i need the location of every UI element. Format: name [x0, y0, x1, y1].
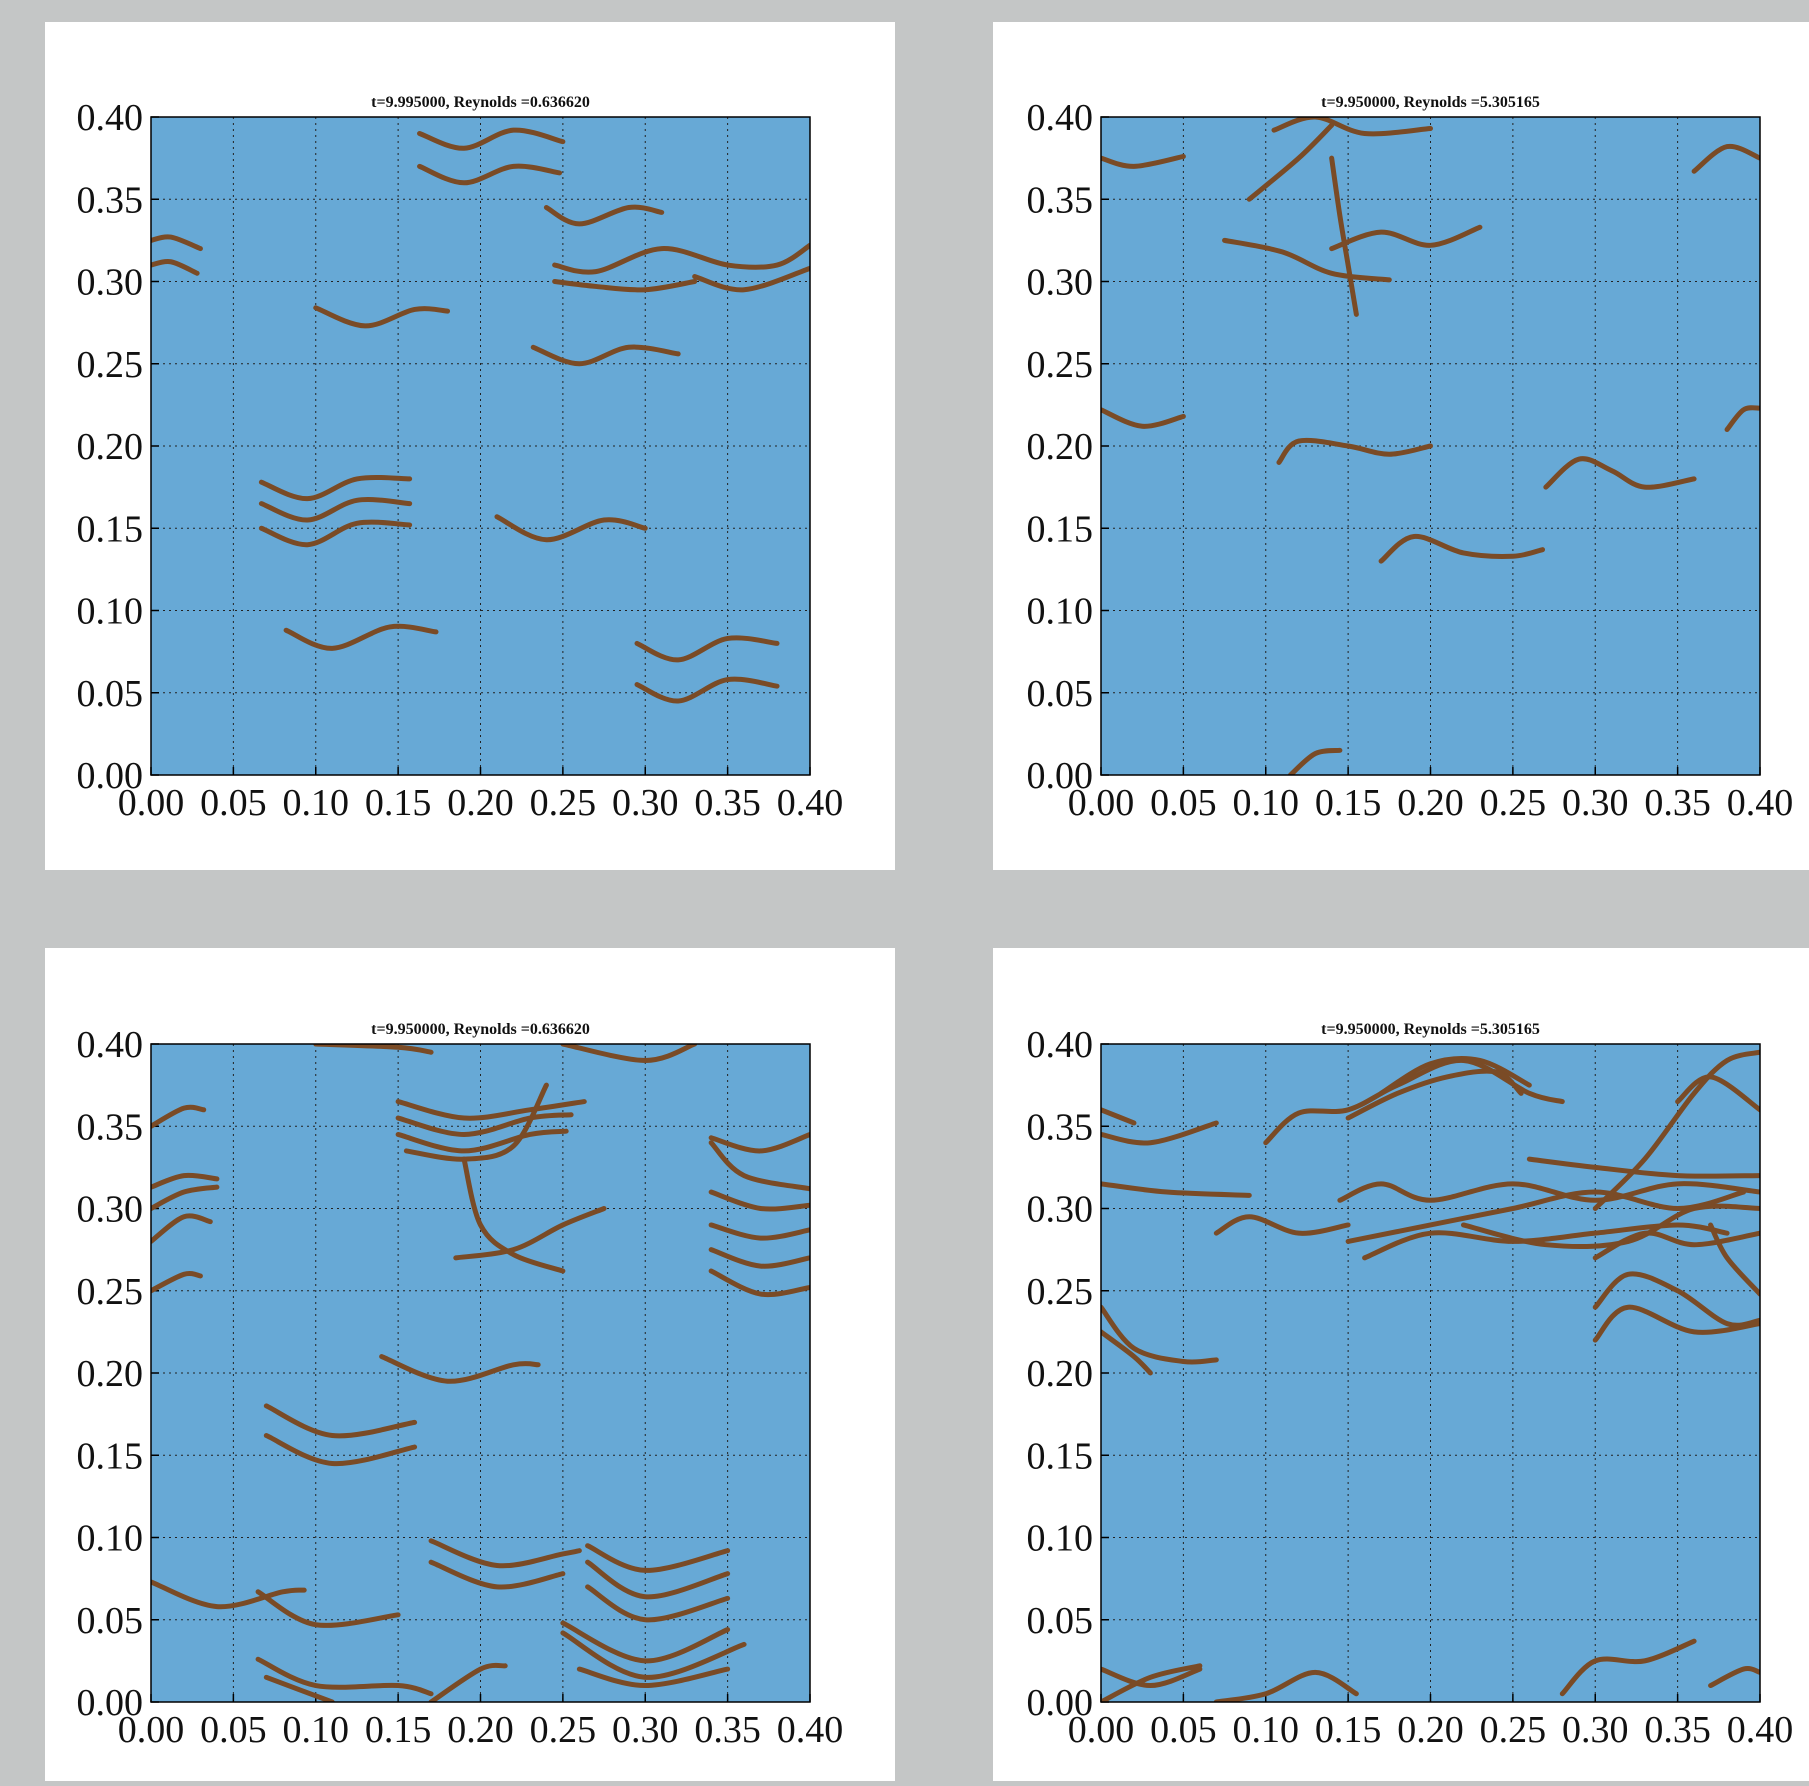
- y-tick-label: 0.15: [77, 508, 144, 550]
- x-tick-label: 0.40: [777, 782, 844, 824]
- x-tick-label: 0.05: [200, 782, 267, 824]
- x-tick-label: 0.05: [1150, 782, 1217, 824]
- x-tick-label: 0.15: [1315, 1709, 1382, 1751]
- chart-title: t=9.950000, Reynolds =5.305165: [1321, 94, 1540, 111]
- x-tick-label: 0.15: [1315, 782, 1382, 824]
- y-tick-label: 0.10: [1027, 1518, 1094, 1560]
- y-tick-label: 0.25: [77, 344, 144, 386]
- y-tick-label: 0.05: [77, 673, 144, 715]
- y-tick-label: 0.35: [77, 179, 144, 221]
- y-tick-label: 0.30: [1027, 1189, 1094, 1231]
- x-tick-label: 0.30: [1562, 782, 1629, 824]
- y-tick-label: 0.20: [1027, 426, 1094, 468]
- y-tick-label: 0.25: [77, 1271, 144, 1313]
- x-tick-label: 0.20: [447, 1709, 514, 1751]
- page: {"chart_data": [ {"type": "line", "title…: [0, 0, 1809, 1781]
- chart-title: t=9.950000, Reynolds =0.636620: [371, 1021, 590, 1038]
- y-tick-label: 0.25: [1027, 1271, 1094, 1313]
- y-tick-label: 0.10: [77, 591, 144, 633]
- x-tick-label: 0.25: [530, 1709, 597, 1751]
- x-tick-label: 0.35: [694, 1709, 761, 1751]
- x-tick-label: 0.20: [1397, 782, 1464, 824]
- y-tick-label: 0.00: [77, 1682, 144, 1724]
- y-tick-label: 0.10: [77, 1518, 144, 1560]
- figure: 0.00 0.05 0.10 0.15 0.20 0.25 0.30 0.35 0.40 0.00…: [0, 0, 1809, 1781]
- x-tick-label: 0.30: [612, 1709, 679, 1751]
- y-tick-label: 0.20: [77, 1353, 144, 1395]
- x-tick-label: 0.35: [1644, 1709, 1711, 1751]
- x-tick-label: 0.40: [1727, 782, 1794, 824]
- x-tick-label: 0.40: [1727, 1709, 1794, 1751]
- y-tick-label: 0.40: [77, 1024, 144, 1066]
- y-tick-label: 0.25: [1027, 344, 1094, 386]
- y-tick-label: 0.30: [77, 1189, 144, 1231]
- x-tick-label: 0.35: [694, 782, 761, 824]
- x-tick-label: 0.25: [1480, 1709, 1547, 1751]
- x-tick-label: 0.40: [777, 1709, 844, 1751]
- y-tick-label: 0.15: [77, 1435, 144, 1477]
- chart-title: t=9.950000, Reynolds =5.305165: [1321, 1021, 1540, 1038]
- y-tick-label: 0.00: [1027, 1682, 1094, 1724]
- chart-title: t=9.995000, Reynolds =0.636620: [371, 94, 590, 111]
- x-tick-label: 0.30: [1562, 1709, 1629, 1751]
- y-tick-label: 0.15: [1027, 1435, 1094, 1477]
- x-tick-label: 0.15: [365, 1709, 432, 1751]
- y-tick-label: 0.30: [77, 262, 144, 304]
- y-tick-label: 0.35: [1027, 179, 1094, 221]
- x-tick-label: 0.10: [1233, 1709, 1300, 1751]
- x-tick-label: 0.05: [1150, 1709, 1217, 1751]
- y-tick-label: 0.15: [1027, 508, 1094, 550]
- y-tick-label: 0.05: [77, 1600, 144, 1642]
- y-tick-label: 0.40: [77, 97, 144, 139]
- y-tick-label: 0.00: [1027, 755, 1094, 797]
- x-tick-label: 0.30: [612, 782, 679, 824]
- y-tick-label: 0.20: [77, 426, 144, 468]
- y-tick-label: 0.05: [1027, 1600, 1094, 1642]
- y-tick-label: 0.05: [1027, 673, 1094, 715]
- x-tick-label: 0.35: [1644, 782, 1711, 824]
- y-tick-label: 0.30: [1027, 262, 1094, 304]
- x-tick-label: 0.25: [530, 782, 597, 824]
- x-tick-label: 0.20: [1397, 1709, 1464, 1751]
- x-tick-label: 0.10: [283, 1709, 350, 1751]
- x-tick-label: 0.20: [447, 782, 514, 824]
- y-tick-label: 0.35: [1027, 1106, 1094, 1148]
- x-tick-label: 0.10: [283, 782, 350, 824]
- y-tick-label: 0.35: [77, 1106, 144, 1148]
- y-tick-label: 0.40: [1027, 97, 1094, 139]
- y-tick-label: 0.20: [1027, 1353, 1094, 1395]
- x-tick-label: 0.25: [1480, 782, 1547, 824]
- y-tick-label: 0.40: [1027, 1024, 1094, 1066]
- y-tick-label: 0.10: [1027, 591, 1094, 633]
- x-tick-label: 0.15: [365, 782, 432, 824]
- x-tick-label: 0.10: [1233, 782, 1300, 824]
- y-tick-label: 0.00: [77, 755, 144, 797]
- x-tick-label: 0.05: [200, 1709, 267, 1751]
